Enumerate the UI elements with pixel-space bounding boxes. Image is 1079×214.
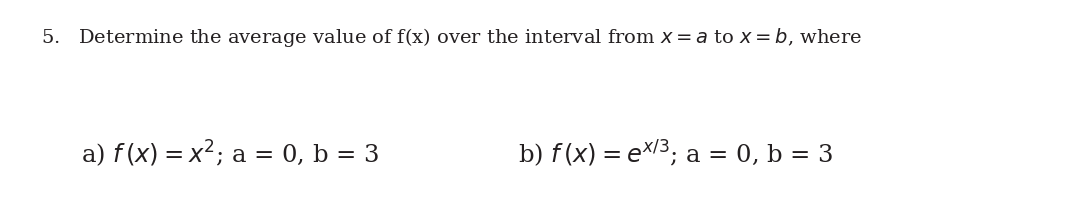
Text: 5.   Determine the average value of f(x) over the interval from $x = a$ to $x = : 5. Determine the average value of f(x) o…: [41, 26, 862, 49]
Text: a) $f\,(x) = x^2$; a = 0, b = 3: a) $f\,(x) = x^2$; a = 0, b = 3: [81, 139, 379, 169]
Text: b) $f\,(x) = e^{x/3}$; a = 0, b = 3: b) $f\,(x) = e^{x/3}$; a = 0, b = 3: [518, 139, 833, 169]
